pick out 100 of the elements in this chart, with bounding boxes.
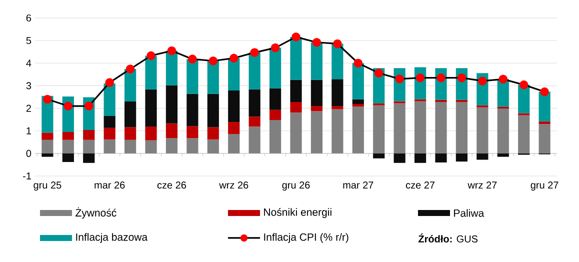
bar	[145, 56, 157, 90]
bar	[310, 111, 323, 154]
x-tick-label: gru 26	[282, 182, 310, 191]
bar	[124, 102, 136, 128]
point	[84, 102, 94, 110]
bar	[435, 153, 447, 162]
bar	[373, 105, 385, 154]
x-tick-label: cze 26	[157, 182, 186, 189]
bar	[248, 126, 260, 154]
bar	[207, 94, 219, 128]
point	[208, 56, 218, 66]
point	[333, 39, 342, 48]
bar	[248, 116, 260, 127]
point	[395, 74, 404, 84]
point	[146, 51, 156, 60]
bar	[352, 106, 364, 154]
point	[374, 68, 384, 78]
bar	[332, 44, 344, 80]
bar	[228, 58, 240, 90]
bar	[104, 83, 116, 116]
bar	[207, 139, 219, 154]
bar	[83, 130, 95, 140]
bar	[476, 107, 488, 154]
point	[436, 73, 446, 82]
bar	[166, 123, 178, 138]
point	[43, 94, 52, 104]
bar	[83, 140, 95, 154]
bar	[42, 132, 54, 140]
bar	[269, 88, 282, 110]
bar	[352, 104, 364, 107]
bar	[62, 140, 74, 154]
bar	[310, 42, 323, 80]
bar	[269, 120, 282, 154]
bar	[186, 59, 198, 94]
bar	[310, 106, 323, 112]
bar	[166, 50, 178, 86]
point	[250, 48, 259, 57]
point	[188, 54, 197, 64]
bar	[62, 132, 74, 140]
bar	[207, 127, 219, 140]
x-tick-label: wrz 26	[219, 182, 248, 189]
point	[478, 76, 487, 86]
bar	[166, 138, 178, 154]
legend-label: Paliwa	[454, 209, 484, 217]
bar	[228, 90, 240, 122]
bar	[104, 139, 116, 154]
bar	[186, 94, 198, 126]
bar	[352, 63, 364, 100]
x-tick-label: gru 27	[530, 182, 558, 191]
bar	[538, 121, 550, 124]
bar	[538, 124, 550, 154]
y-tick-label: 6	[26, 14, 32, 22]
bar	[290, 80, 302, 102]
point	[292, 32, 300, 42]
bar	[476, 153, 488, 160]
point	[312, 38, 322, 47]
bar	[456, 102, 468, 154]
legend-label: Żywność	[76, 207, 116, 219]
bar	[124, 127, 136, 140]
bar	[290, 36, 302, 80]
point	[64, 102, 73, 110]
bar	[104, 116, 116, 128]
text: Źródło: GUS	[418, 234, 478, 242]
point	[229, 54, 238, 63]
point	[126, 64, 135, 74]
x-tick-label: cze 27	[406, 182, 435, 189]
bar	[83, 153, 95, 163]
bar	[186, 138, 198, 154]
bar	[538, 92, 550, 122]
y-tick-label: 4	[26, 60, 32, 67]
bar	[42, 140, 54, 154]
bar	[332, 79, 344, 106]
bar	[248, 52, 260, 90]
bar	[145, 140, 157, 154]
bar	[290, 112, 302, 154]
bar	[124, 69, 136, 102]
y-tick-label: 0	[26, 150, 32, 157]
bar	[435, 102, 447, 154]
bar	[332, 106, 344, 110]
bar	[352, 99, 364, 104]
x-tick-label: gru 25	[34, 182, 62, 191]
bar	[497, 108, 509, 154]
y-tick-label: 1	[26, 127, 31, 134]
point	[105, 78, 114, 87]
bar	[373, 153, 385, 158]
bar	[310, 80, 323, 106]
bar	[145, 126, 157, 140]
bar	[228, 122, 240, 134]
point	[457, 73, 466, 82]
x-tick-label: mar 27	[343, 182, 374, 189]
bar	[497, 153, 509, 157]
bar	[186, 126, 198, 138]
y-tick-label: 2	[26, 104, 31, 112]
bar	[248, 89, 260, 117]
legend-label: Inflacja CPI (% r/r)	[264, 233, 348, 243]
bar	[394, 153, 406, 163]
bar	[332, 109, 344, 154]
point	[416, 73, 425, 82]
bar	[394, 103, 406, 154]
bar	[269, 48, 282, 88]
